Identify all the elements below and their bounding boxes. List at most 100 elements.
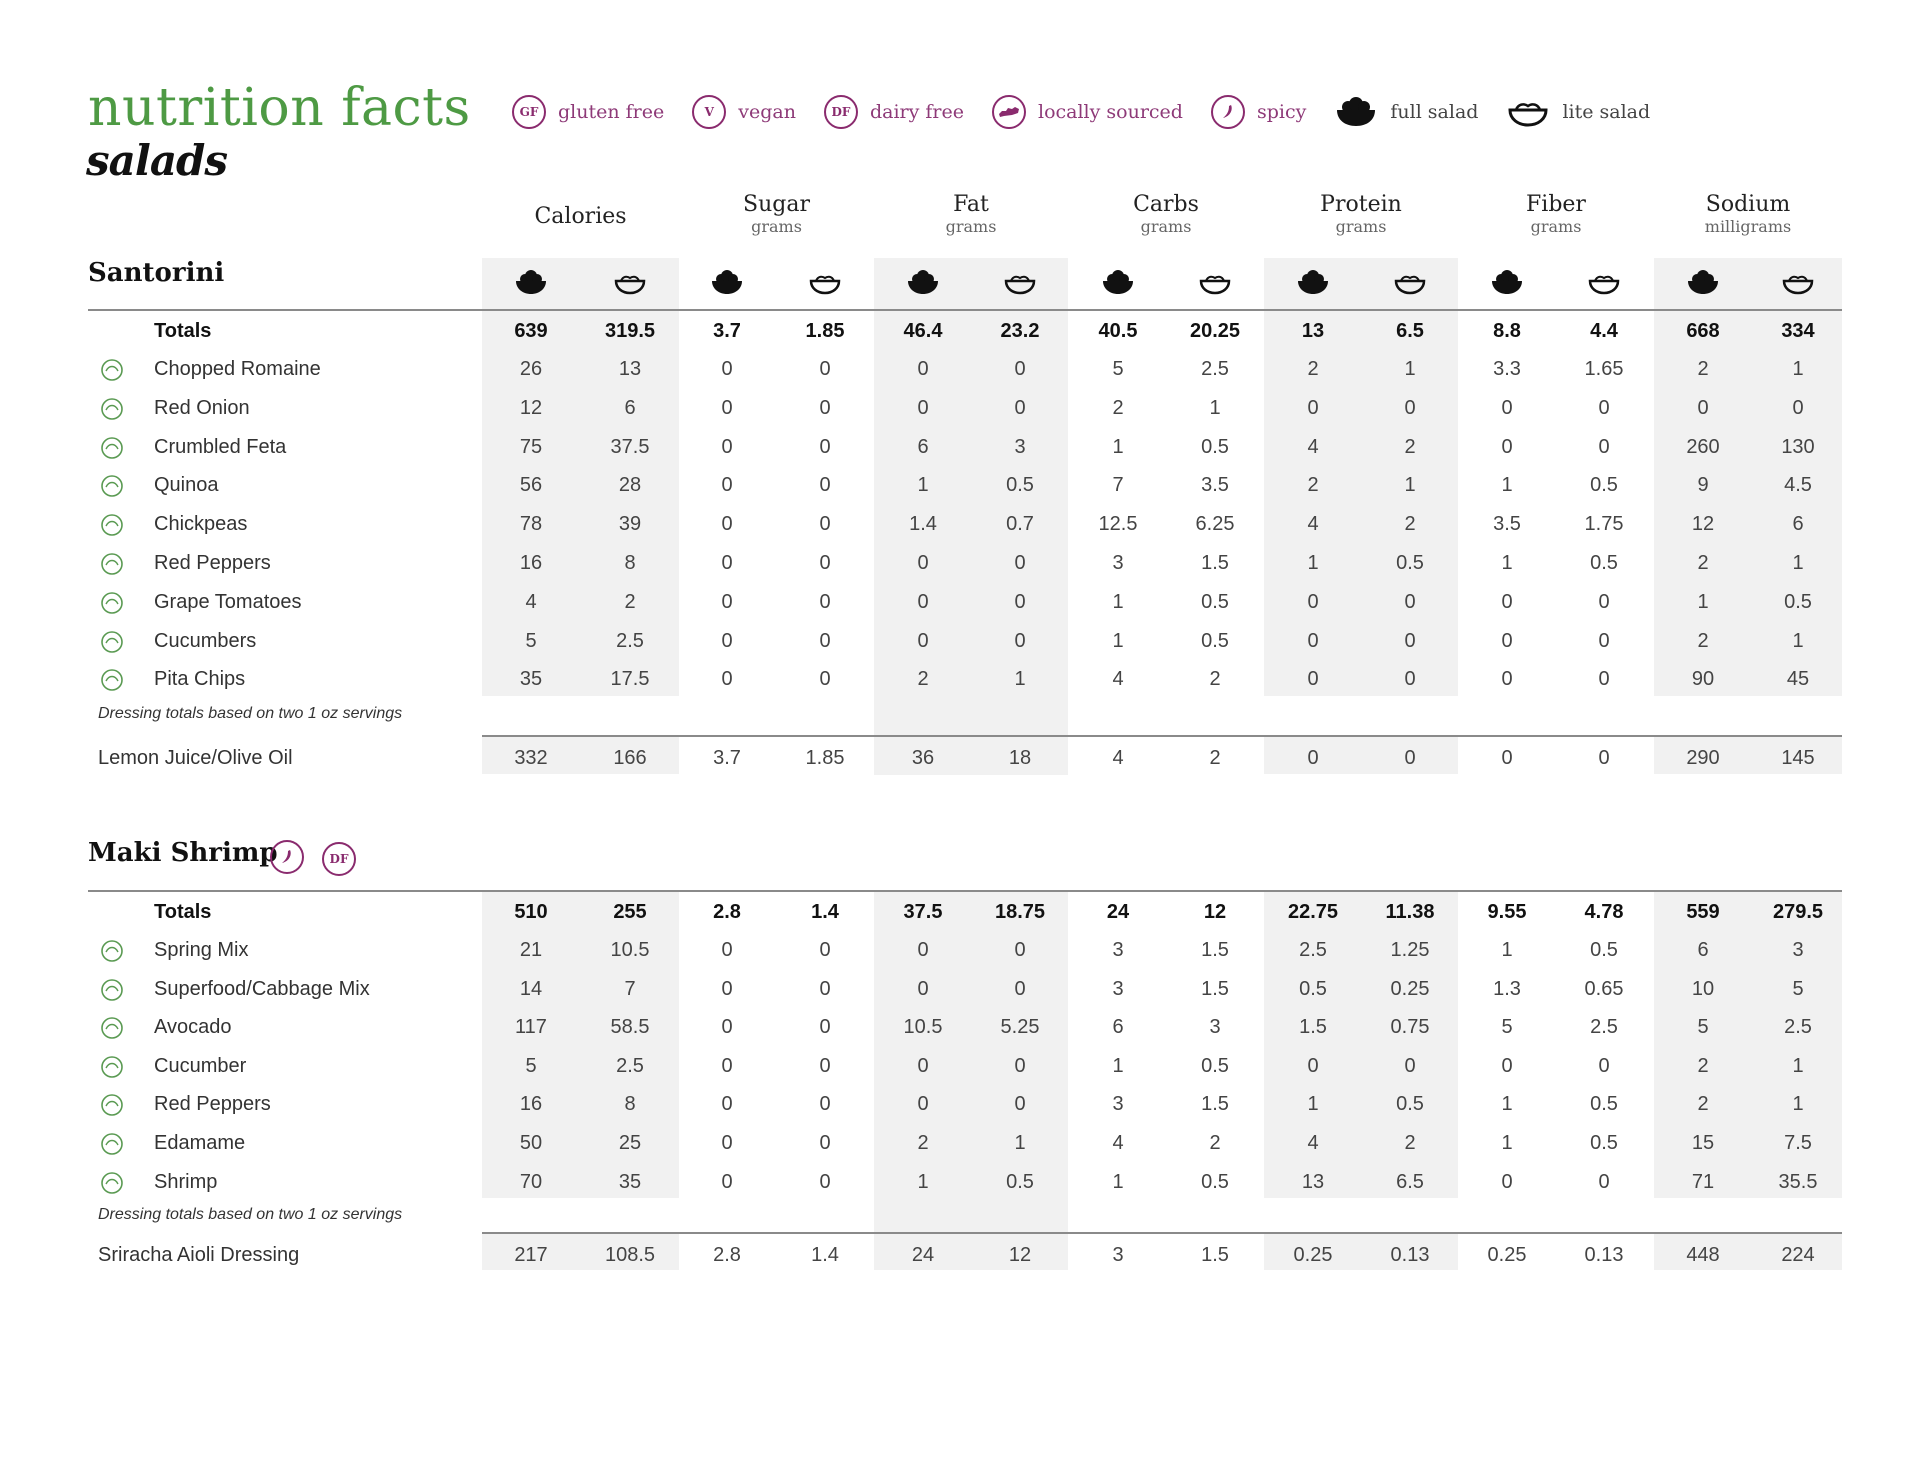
value-cell: 5 xyxy=(1501,1016,1513,1038)
value-cell: 0 xyxy=(1501,630,1513,652)
value-cell: 0 xyxy=(1404,591,1416,613)
value-cell: 0 xyxy=(1598,1055,1610,1077)
value-cell: 18.75 xyxy=(994,901,1046,923)
value-cell: 2 xyxy=(917,1132,929,1154)
value-cell: 0 xyxy=(1307,668,1319,690)
value-cell: 0 xyxy=(1014,1055,1026,1077)
value-cell: 3.7 xyxy=(713,320,741,342)
romaine-icon xyxy=(98,356,126,384)
value-cell: 0 xyxy=(1501,436,1513,458)
value-cell: 2.5 xyxy=(616,630,644,652)
legend-spicy: spicy xyxy=(1210,95,1306,129)
value-cell: 0 xyxy=(917,591,929,613)
value-cell: 0 xyxy=(1307,397,1319,419)
pita-chips-icon xyxy=(98,666,126,694)
value-cell: 145 xyxy=(1781,747,1815,769)
value-cell: 0 xyxy=(1404,747,1416,769)
value-cell: 290 xyxy=(1686,747,1720,769)
value-cell: 0 xyxy=(721,1132,733,1154)
calories-band-2 xyxy=(482,890,679,1198)
value-cell: 0 xyxy=(1307,1055,1319,1077)
value-cell: 0 xyxy=(1501,668,1513,690)
value-cell: 39 xyxy=(618,513,642,535)
dressing-note: Dressing totals based on two 1 oz servin… xyxy=(98,1206,403,1223)
table-row: Spring Mix 21 10.5 0 0 0 0 3 1.5 2.5 1.25 1 0.5 6 3 xyxy=(0,933,1920,971)
sodium-dressing-band-2 xyxy=(1654,1233,1842,1270)
feta-icon xyxy=(98,434,126,462)
value-cell: 3 xyxy=(1792,939,1804,961)
value-cell: 0 xyxy=(1014,978,1026,1000)
sodium-band-1 xyxy=(1654,258,1842,696)
value-cell: 2 xyxy=(1404,1132,1416,1154)
row-label: Chickpeas xyxy=(154,513,248,535)
value-cell: 0 xyxy=(721,1055,733,1077)
value-cell: 2.5 xyxy=(1784,1016,1812,1038)
value-cell: 0 xyxy=(819,358,831,380)
value-cell: 25 xyxy=(618,1132,642,1154)
value-cell: 2 xyxy=(1307,474,1319,496)
value-cell: 1.85 xyxy=(805,747,845,769)
value-cell: 9 xyxy=(1697,474,1709,496)
value-cell: 2.5 xyxy=(1299,939,1327,961)
gluten-free-icon: GF xyxy=(512,95,546,129)
value-cell: 4 xyxy=(1112,1132,1124,1154)
column-header-fat: Fat grams xyxy=(874,192,1068,236)
dairy-free-icon: DF xyxy=(823,95,858,129)
value-cell: 1.5 xyxy=(1201,552,1229,574)
value-cell: 1.25 xyxy=(1390,939,1430,961)
value-cell: 70 xyxy=(519,1171,543,1193)
value-cell: 0 xyxy=(1014,630,1026,652)
value-cell: 10.5 xyxy=(903,1016,943,1038)
value-cell: 5 xyxy=(1792,978,1804,1000)
value-cell: 12 xyxy=(1203,901,1227,923)
lite-salad-bowl-icon xyxy=(1782,275,1814,295)
value-cell: 56 xyxy=(519,474,543,496)
value-cell: 7 xyxy=(1112,474,1124,496)
value-cell: 1.85 xyxy=(805,320,845,342)
value-cell: 2 xyxy=(1112,397,1124,419)
page-subtitle: salads xyxy=(86,136,228,185)
value-cell: 3 xyxy=(1112,1244,1124,1266)
value-cell: 12 xyxy=(1008,1244,1032,1266)
value-cell: 0.75 xyxy=(1390,1016,1430,1038)
value-cell: 12.5 xyxy=(1098,513,1138,535)
dressing-note: Dressing totals based on two 1 oz servin… xyxy=(98,705,403,722)
table-row: Edamame 50 25 0 0 2 1 4 2 4 2 1 0.5 15 7.5 xyxy=(0,1126,1920,1164)
dressing-row: Lemon Juice/Olive Oil 332 166 3.7 1.85 36 18 4 2… xyxy=(0,741,1920,779)
value-cell: 8.8 xyxy=(1493,320,1521,342)
value-cell: 45 xyxy=(1786,668,1810,690)
value-cell: 0 xyxy=(917,978,929,1000)
value-cell: 0 xyxy=(1014,939,1026,961)
lite-salad-bowl-icon xyxy=(1508,103,1548,127)
value-cell: 5 xyxy=(525,1055,537,1077)
row-label: Totals xyxy=(154,320,212,342)
value-cell: 0 xyxy=(721,358,733,380)
value-cell: 1 xyxy=(1112,436,1124,458)
value-cell: 3 xyxy=(1209,1016,1221,1038)
value-cell: 0 xyxy=(819,978,831,1000)
value-cell: 332 xyxy=(514,747,548,769)
value-cell: 10.5 xyxy=(610,939,650,961)
value-cell: 4.5 xyxy=(1784,474,1812,496)
row-label: Red Onion xyxy=(154,397,250,419)
column-header-calories: Calories xyxy=(482,204,679,229)
value-cell: 1 xyxy=(1792,1093,1804,1115)
value-cell: 6 xyxy=(1697,939,1709,961)
fat-band-1 xyxy=(874,258,1068,775)
value-cell: 0 xyxy=(1697,397,1709,419)
value-cell: 3 xyxy=(1112,939,1124,961)
value-cell: 0 xyxy=(819,591,831,613)
value-cell: 6 xyxy=(1792,513,1804,535)
value-cell: 13 xyxy=(1301,1171,1325,1193)
value-cell: 6 xyxy=(624,397,636,419)
table-row: Chopped Romaine 26 13 0 0 0 0 5 2.5 2 1 3.3 1.65 2 1 xyxy=(0,352,1920,390)
value-cell: 0 xyxy=(1501,1055,1513,1077)
value-cell: 1 xyxy=(1792,358,1804,380)
full-salad-bowl-icon xyxy=(516,270,546,294)
value-cell: 0 xyxy=(1404,630,1416,652)
value-cell: 0 xyxy=(721,1016,733,1038)
value-cell: 0 xyxy=(917,397,929,419)
value-cell: 1 xyxy=(1501,939,1513,961)
legend: GF gluten free V vegan DF dairy free loc… xyxy=(512,95,1678,129)
calories-dressing-band-1 xyxy=(482,736,679,774)
